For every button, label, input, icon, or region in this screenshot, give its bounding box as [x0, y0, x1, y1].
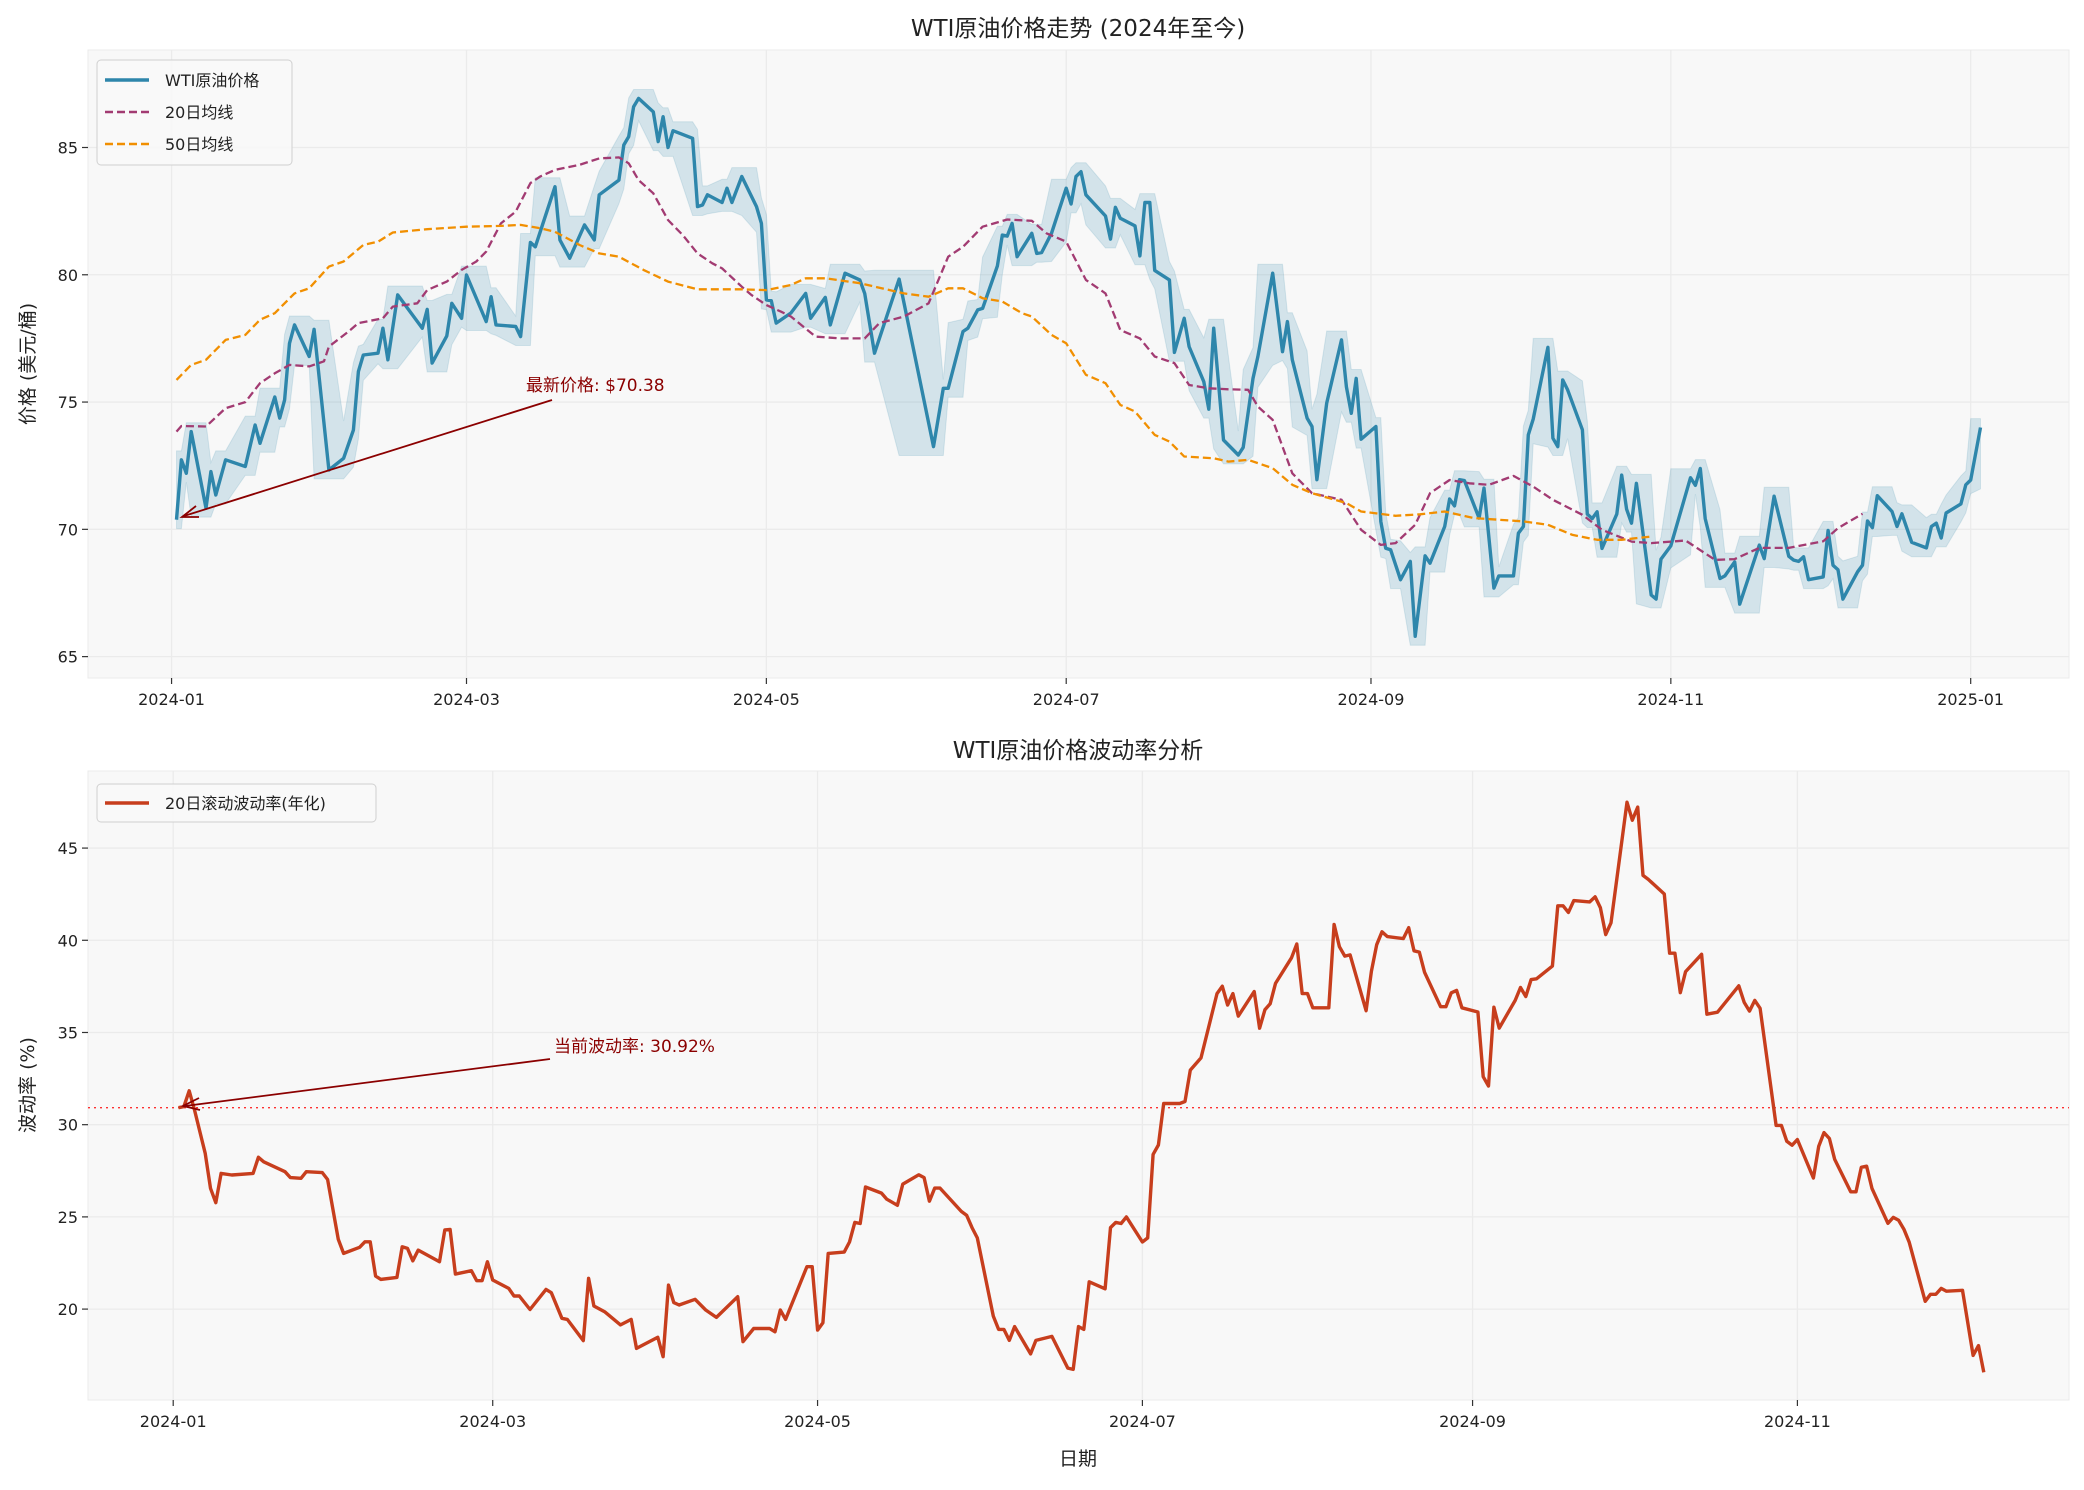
x-tick-label: 2024-01 [140, 1412, 207, 1431]
annotation-arrowhead [180, 1097, 201, 1111]
price-range-band [176, 89, 1981, 646]
y-tick-label: 20 [58, 1300, 78, 1319]
y-tick-label: 30 [58, 1116, 78, 1135]
y-tick-label: 65 [58, 648, 78, 667]
y-tick-label: 75 [58, 393, 78, 412]
x-tick-label: 2024-11 [1637, 690, 1704, 709]
price-chart: 65 70 75 80 85 2024-01 2024-03 2024-05 2024-07 20… [17, 16, 2070, 709]
y-tick-label: 80 [58, 266, 78, 285]
x-tick-label: 2024-11 [1764, 1412, 1831, 1431]
volatility-y-axis-label: 波动率 (%) [17, 1037, 39, 1133]
volatility-x-axis-label: 日期 [1059, 1448, 1097, 1470]
y-tick-label: 40 [58, 931, 78, 950]
x-tick-label: 2024-05 [733, 690, 800, 709]
y-tick-label: 85 [58, 138, 78, 157]
series-line-1-0 [178, 800, 1986, 1373]
x-tick-label: 2024-03 [459, 1412, 526, 1431]
x-tick-label: 2024-03 [433, 690, 500, 709]
series-line-0-1 [175, 156, 1864, 562]
legend-label-ma20: 20日均线 [165, 103, 233, 122]
volatility-annotation: 当前波动率: 30.92% [180, 1037, 715, 1111]
series-line-0-0 [174, 96, 1983, 638]
volatility-annotation-text: 当前波动率: 30.92% [554, 1037, 715, 1057]
x-tick-label: 2024-05 [784, 1412, 851, 1431]
annotation-arrow [183, 399, 553, 517]
series-line-0-2 [175, 223, 1652, 541]
price-y-axis-label: 价格 (美元/桶) [17, 303, 39, 425]
legend-label-ma50: 50日均线 [165, 135, 233, 154]
y-tick-label: 45 [58, 839, 78, 858]
x-tick-label: 2024-09 [1338, 690, 1405, 709]
volatility-plot-area [87, 770, 2070, 1401]
price-legend: WTI原油价格 20日均线 50日均线 [96, 59, 293, 166]
y-tick-label: 70 [58, 520, 78, 539]
volatility-chart: 20 25 30 35 40 45 2024-01 2024-03 2024-05 2024-07… [17, 738, 2070, 1470]
x-tick-label: 2024-07 [1033, 690, 1100, 709]
legend-label-price: WTI原油价格 [165, 71, 259, 90]
legend-label-volatility: 20日滚动波动率(年化) [165, 794, 326, 813]
x-tick-label: 2024-01 [138, 690, 205, 709]
annotation-arrowhead [179, 505, 199, 518]
price-chart-title: WTI原油价格走势 (2024年至今) [911, 16, 1245, 42]
x-tick-label: 2024-09 [1439, 1412, 1506, 1431]
y-tick-label: 35 [58, 1023, 78, 1042]
x-tick-label: 2025-01 [1937, 690, 2004, 709]
price-annotation: 最新价格: $70.38 [179, 376, 665, 518]
y-tick-label: 25 [58, 1208, 78, 1227]
volatility-chart-title: WTI原油价格波动率分析 [953, 738, 1204, 764]
price-annotation-text: 最新价格: $70.38 [526, 376, 665, 396]
x-tick-label: 2024-07 [1109, 1412, 1176, 1431]
volatility-legend: 20日滚动波动率(年化) [96, 783, 377, 823]
annotation-arrow [184, 1058, 551, 1107]
